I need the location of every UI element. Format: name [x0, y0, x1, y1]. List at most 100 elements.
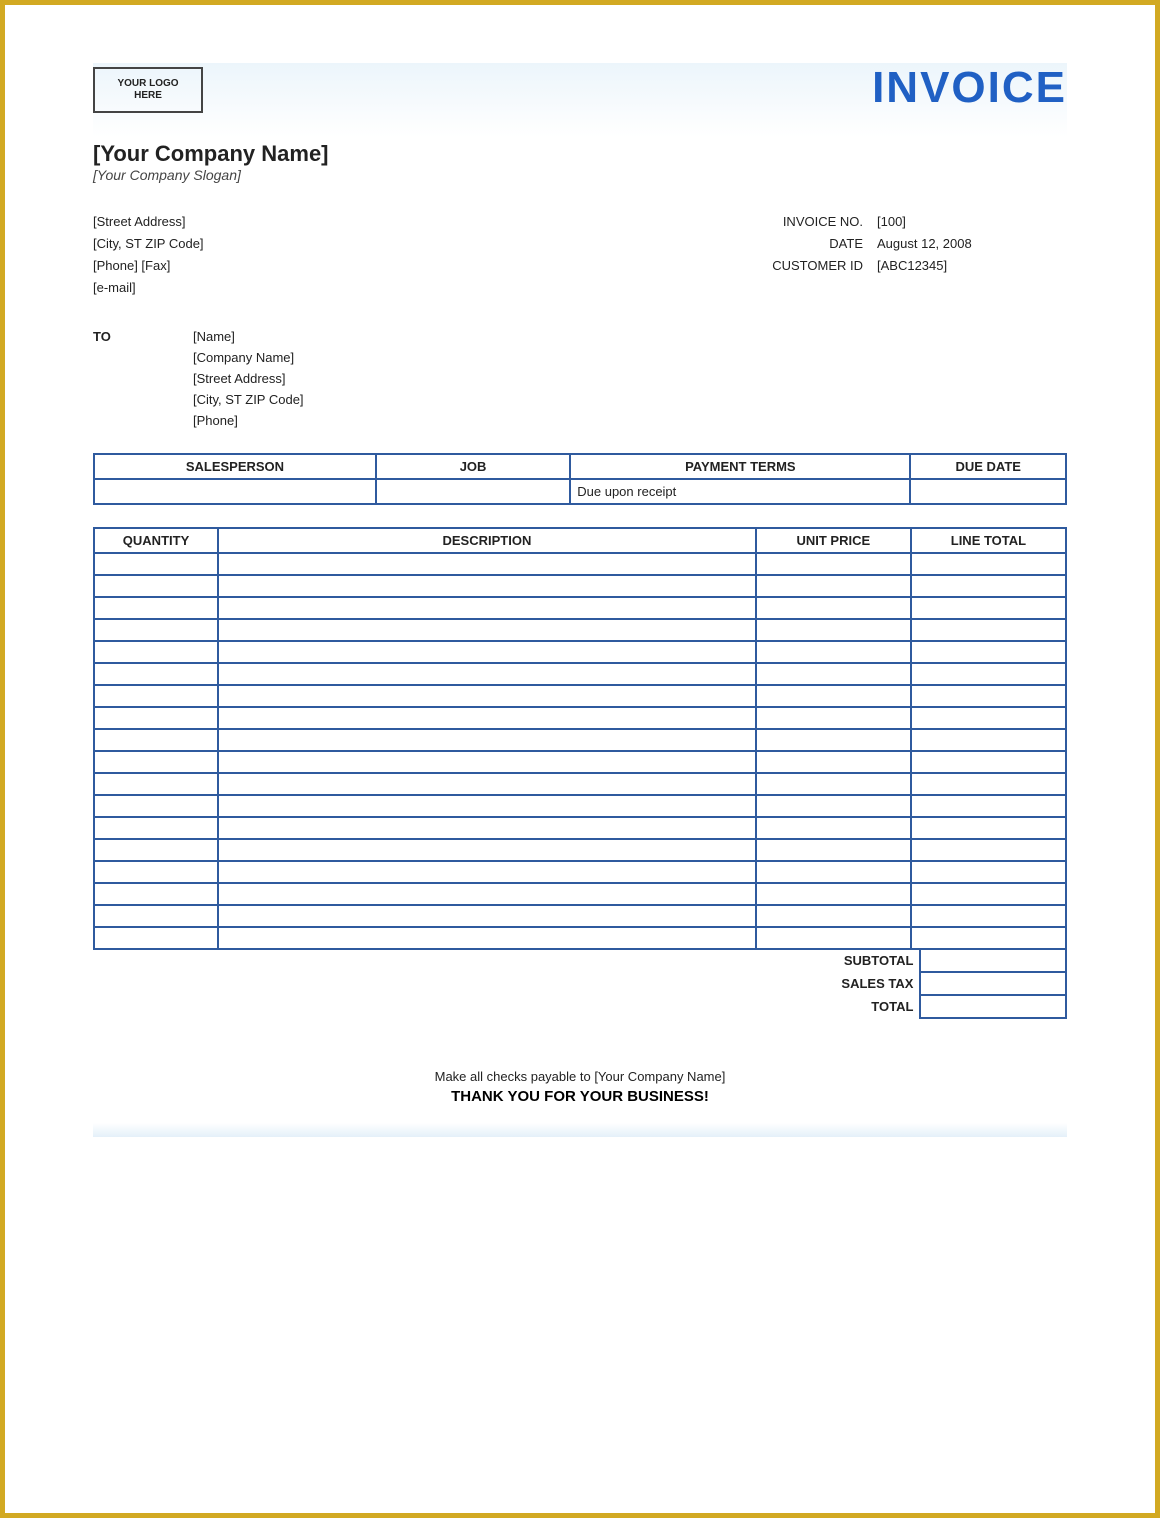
- customer-id-label: CUSTOMER ID: [767, 255, 877, 277]
- item-cell-total[interactable]: [911, 619, 1066, 641]
- item-cell-qty[interactable]: [94, 839, 218, 861]
- item-cell-total[interactable]: [911, 839, 1066, 861]
- item-cell-qty[interactable]: [94, 751, 218, 773]
- item-cell-qty[interactable]: [94, 773, 218, 795]
- td-payment-terms[interactable]: Due upon receipt: [570, 479, 910, 504]
- item-row: [94, 553, 1066, 575]
- item-cell-desc[interactable]: [218, 751, 756, 773]
- item-cell-total[interactable]: [911, 685, 1066, 707]
- item-row: [94, 795, 1066, 817]
- item-row: [94, 839, 1066, 861]
- item-cell-qty[interactable]: [94, 663, 218, 685]
- item-cell-desc[interactable]: [218, 839, 756, 861]
- item-cell-unit[interactable]: [756, 597, 911, 619]
- item-cell-unit[interactable]: [756, 685, 911, 707]
- item-cell-total[interactable]: [911, 751, 1066, 773]
- item-row: [94, 575, 1066, 597]
- item-cell-total[interactable]: [911, 707, 1066, 729]
- item-cell-unit[interactable]: [756, 861, 911, 883]
- item-cell-total[interactable]: [911, 597, 1066, 619]
- item-cell-qty[interactable]: [94, 883, 218, 905]
- item-cell-unit[interactable]: [756, 619, 911, 641]
- item-cell-qty[interactable]: [94, 817, 218, 839]
- item-cell-desc[interactable]: [218, 707, 756, 729]
- item-cell-unit[interactable]: [756, 883, 911, 905]
- total-value[interactable]: [920, 995, 1066, 1018]
- item-cell-total[interactable]: [911, 861, 1066, 883]
- item-cell-qty[interactable]: [94, 619, 218, 641]
- item-cell-unit[interactable]: [756, 773, 911, 795]
- item-cell-desc[interactable]: [218, 663, 756, 685]
- item-cell-desc[interactable]: [218, 905, 756, 927]
- item-cell-desc[interactable]: [218, 883, 756, 905]
- total-label: TOTAL: [775, 995, 921, 1018]
- item-cell-unit[interactable]: [756, 729, 911, 751]
- item-cell-qty[interactable]: [94, 685, 218, 707]
- item-cell-desc[interactable]: [218, 861, 756, 883]
- item-cell-desc[interactable]: [218, 729, 756, 751]
- item-cell-unit[interactable]: [756, 707, 911, 729]
- item-cell-total[interactable]: [911, 641, 1066, 663]
- item-cell-desc[interactable]: [218, 773, 756, 795]
- footer-thanks-line: THANK YOU FOR YOUR BUSINESS!: [93, 1088, 1067, 1105]
- item-cell-qty[interactable]: [94, 707, 218, 729]
- item-row: [94, 597, 1066, 619]
- item-cell-desc[interactable]: [218, 795, 756, 817]
- subtotal-label: SUBTOTAL: [775, 949, 921, 972]
- item-cell-qty[interactable]: [94, 575, 218, 597]
- th-due-date: DUE DATE: [910, 454, 1066, 479]
- item-cell-unit[interactable]: [756, 663, 911, 685]
- terms-row: Due upon receipt: [94, 479, 1066, 504]
- item-cell-qty[interactable]: [94, 553, 218, 575]
- item-cell-desc[interactable]: [218, 817, 756, 839]
- item-cell-total[interactable]: [911, 553, 1066, 575]
- item-cell-total[interactable]: [911, 817, 1066, 839]
- item-cell-unit[interactable]: [756, 795, 911, 817]
- item-row: [94, 707, 1066, 729]
- item-cell-unit[interactable]: [756, 751, 911, 773]
- totals-wrap: SUBTOTAL SALES TAX TOTAL: [93, 948, 1067, 1019]
- item-cell-desc[interactable]: [218, 575, 756, 597]
- item-cell-qty[interactable]: [94, 861, 218, 883]
- item-cell-total[interactable]: [911, 663, 1066, 685]
- item-cell-total[interactable]: [911, 795, 1066, 817]
- item-cell-desc[interactable]: [218, 641, 756, 663]
- item-cell-desc[interactable]: [218, 685, 756, 707]
- to-street: [Street Address]: [193, 369, 304, 390]
- td-job[interactable]: [376, 479, 570, 504]
- item-row: [94, 729, 1066, 751]
- item-cell-unit[interactable]: [756, 575, 911, 597]
- footer-payable-line: Make all checks payable to [Your Company…: [93, 1069, 1067, 1084]
- item-cell-desc[interactable]: [218, 619, 756, 641]
- item-cell-total[interactable]: [911, 575, 1066, 597]
- item-cell-qty[interactable]: [94, 597, 218, 619]
- item-cell-qty[interactable]: [94, 729, 218, 751]
- item-cell-qty[interactable]: [94, 795, 218, 817]
- item-cell-desc[interactable]: [218, 597, 756, 619]
- date-label: DATE: [767, 233, 877, 255]
- item-cell-total[interactable]: [911, 883, 1066, 905]
- item-cell-unit[interactable]: [756, 817, 911, 839]
- item-cell-desc[interactable]: [218, 553, 756, 575]
- td-salesperson[interactable]: [94, 479, 376, 504]
- item-cell-total[interactable]: [911, 773, 1066, 795]
- item-cell-total[interactable]: [911, 927, 1066, 949]
- items-table: QUANTITY DESCRIPTION UNIT PRICE LINE TOT…: [93, 527, 1067, 950]
- item-cell-unit[interactable]: [756, 905, 911, 927]
- item-cell-qty[interactable]: [94, 641, 218, 663]
- item-cell-unit[interactable]: [756, 641, 911, 663]
- page-frame: YOUR LOGO HERE INVOICE [Your Company Nam…: [0, 0, 1160, 1518]
- item-cell-unit[interactable]: [756, 927, 911, 949]
- item-cell-qty[interactable]: [94, 927, 218, 949]
- item-cell-total[interactable]: [911, 729, 1066, 751]
- td-due-date[interactable]: [910, 479, 1066, 504]
- item-cell-total[interactable]: [911, 905, 1066, 927]
- item-cell-unit[interactable]: [756, 839, 911, 861]
- sales-tax-value[interactable]: [920, 972, 1066, 995]
- item-cell-unit[interactable]: [756, 553, 911, 575]
- customer-id-value: [ABC12345]: [877, 255, 947, 277]
- item-cell-qty[interactable]: [94, 905, 218, 927]
- meta-block: INVOICE NO. [100] DATE August 12, 2008 C…: [767, 211, 1067, 299]
- item-cell-desc[interactable]: [218, 927, 756, 949]
- subtotal-value[interactable]: [920, 949, 1066, 972]
